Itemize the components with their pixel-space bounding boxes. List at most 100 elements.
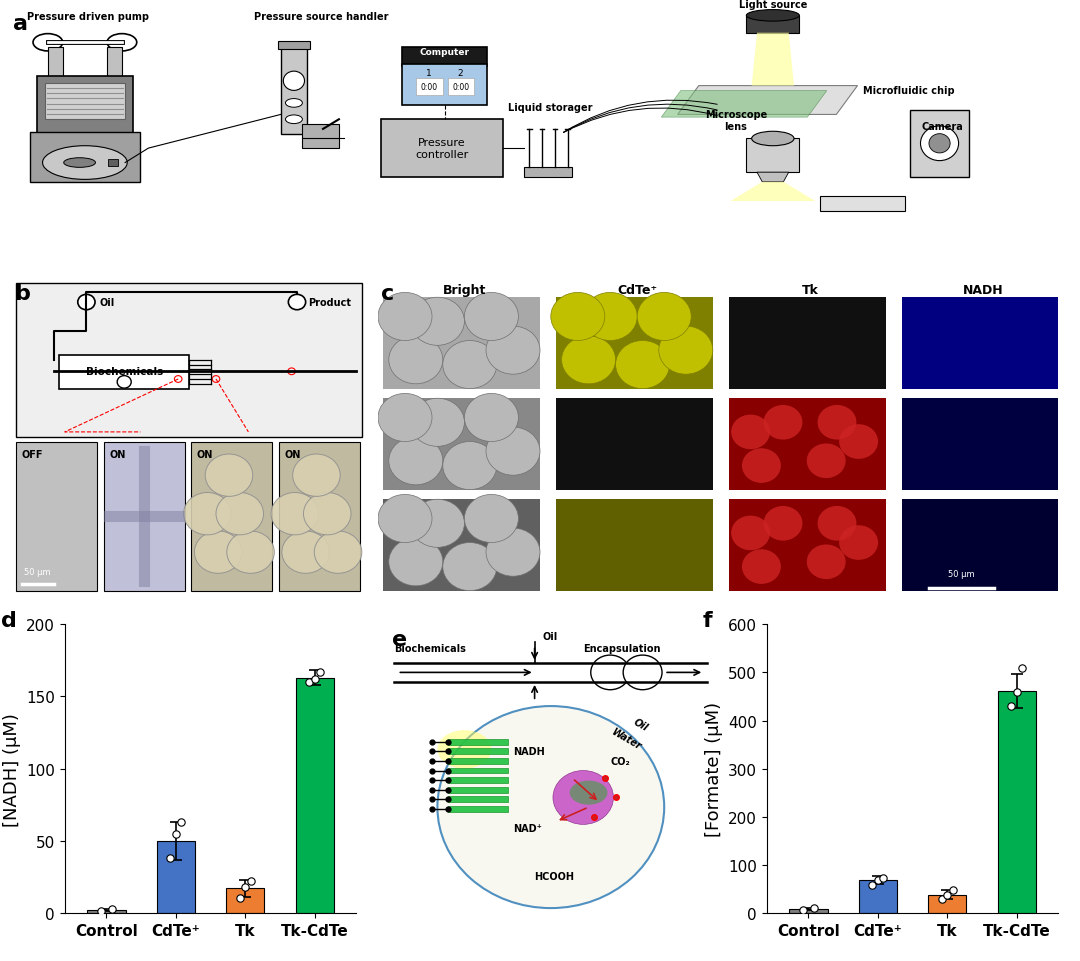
Circle shape [731, 415, 770, 450]
Bar [37, 77, 133, 135]
Ellipse shape [64, 159, 95, 168]
Circle shape [288, 295, 306, 310]
Text: Microfluidic chip: Microfluidic chip [863, 86, 955, 96]
Circle shape [591, 655, 630, 690]
Bar [279, 442, 360, 591]
Circle shape [764, 406, 802, 440]
Circle shape [282, 531, 329, 574]
Bar [87, 910, 125, 913]
Bar [448, 768, 508, 774]
Text: Biochemicals: Biochemicals [85, 367, 163, 377]
Text: e: e [392, 629, 407, 650]
Circle shape [731, 516, 770, 551]
Text: Light source: Light source [739, 0, 807, 10]
Text: d: d [1, 610, 16, 630]
Ellipse shape [285, 100, 302, 109]
Ellipse shape [285, 116, 302, 125]
Circle shape [742, 449, 781, 483]
Text: CdTe⁺: CdTe⁺ [617, 283, 658, 297]
Circle shape [486, 529, 540, 577]
Circle shape [486, 327, 540, 375]
Circle shape [818, 506, 856, 541]
Circle shape [464, 394, 518, 442]
Bar [104, 442, 185, 591]
Bar [48, 48, 63, 82]
Bar [729, 298, 886, 389]
Bar [556, 500, 713, 591]
Text: 50 μm: 50 μm [948, 570, 974, 579]
Bar [902, 500, 1058, 591]
Bar [448, 79, 474, 96]
Circle shape [818, 406, 856, 440]
Point [1008, 684, 1025, 700]
Circle shape [303, 493, 351, 535]
Circle shape [464, 293, 518, 341]
Point [306, 672, 323, 687]
Bar [278, 42, 310, 50]
Bar [746, 139, 799, 173]
Circle shape [184, 493, 231, 535]
Circle shape [314, 531, 362, 574]
Text: NAD⁺: NAD⁺ [513, 824, 542, 833]
Circle shape [583, 293, 637, 341]
Bar [448, 777, 508, 783]
Point [312, 665, 329, 680]
Circle shape [437, 706, 664, 908]
Bar [16, 442, 97, 591]
Circle shape [378, 394, 432, 442]
Point [1002, 699, 1020, 714]
Text: 2: 2 [458, 68, 463, 78]
Text: Bright: Bright [443, 283, 486, 297]
Circle shape [78, 295, 95, 310]
Text: Water: Water [610, 727, 644, 752]
Circle shape [464, 495, 518, 543]
Bar [998, 691, 1036, 913]
Ellipse shape [42, 146, 127, 181]
Circle shape [764, 506, 802, 541]
Polygon shape [821, 197, 905, 211]
Bar [789, 909, 827, 913]
Circle shape [443, 442, 497, 490]
Circle shape [920, 127, 959, 161]
Bar [30, 133, 140, 183]
Bar [448, 806, 508, 812]
Circle shape [378, 293, 432, 341]
Circle shape [807, 545, 846, 579]
Bar [157, 841, 195, 913]
Point [875, 871, 892, 886]
Text: Oil: Oil [632, 716, 650, 732]
Text: Pressure
controller: Pressure controller [416, 138, 469, 160]
Circle shape [839, 425, 878, 459]
Text: NADH: NADH [513, 747, 544, 756]
Circle shape [216, 493, 264, 535]
Point [300, 675, 318, 690]
Text: Pressure driven pump: Pressure driven pump [27, 12, 149, 21]
Circle shape [389, 336, 443, 384]
Circle shape [389, 538, 443, 586]
Point [167, 826, 185, 842]
Text: Computer: Computer [420, 48, 470, 58]
Circle shape [443, 341, 497, 389]
Point [162, 850, 179, 866]
Bar [902, 399, 1058, 490]
Text: Product: Product [308, 298, 351, 308]
Bar [59, 356, 189, 389]
Text: HCOOH: HCOOH [535, 872, 575, 881]
Text: 0:00: 0:00 [421, 83, 438, 92]
Circle shape [194, 531, 242, 574]
Bar [746, 16, 799, 34]
Bar [729, 399, 886, 490]
Circle shape [742, 550, 781, 584]
Bar [383, 500, 540, 591]
Point [92, 903, 109, 919]
Text: 0:00: 0:00 [453, 83, 470, 92]
Bar [448, 797, 508, 802]
Circle shape [205, 455, 253, 497]
Text: Encapsulation: Encapsulation [583, 644, 661, 653]
Bar [191, 442, 272, 591]
Point [237, 879, 254, 895]
Circle shape [562, 336, 616, 384]
Bar [448, 787, 508, 793]
Bar [556, 399, 713, 490]
Text: a: a [13, 14, 28, 35]
